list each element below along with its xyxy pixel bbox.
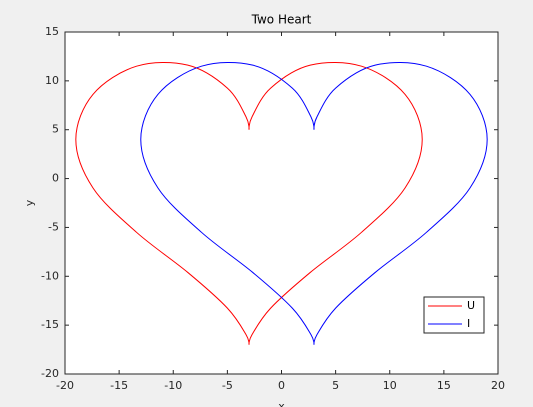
x-tick-label: 20	[491, 379, 505, 392]
x-axis-label: x	[278, 400, 285, 407]
y-tick-label: -10	[41, 269, 59, 282]
legend-label: I	[467, 317, 470, 330]
chart-title: Two Heart	[251, 13, 312, 27]
y-tick-label: 0	[52, 172, 59, 185]
axes-box	[64, 31, 499, 375]
x-tick-label: 0	[278, 379, 285, 392]
y-axis-label: y	[23, 199, 36, 206]
y-tick-label: 10	[45, 74, 59, 87]
y-tick-label: -20	[41, 367, 59, 380]
x-tick-label: -10	[164, 379, 182, 392]
legend-label: U	[467, 299, 475, 312]
y-tick-label: -5	[48, 220, 59, 233]
y-tick-label: 5	[52, 123, 59, 136]
line-series	[75, 61, 423, 345]
x-tick-label: 5	[332, 379, 339, 392]
x-tick-label: 15	[437, 379, 451, 392]
line-series	[140, 61, 488, 345]
x-tick-label: -5	[222, 379, 233, 392]
y-tick-label: -15	[41, 318, 59, 331]
legend-box	[423, 296, 485, 334]
y-tick-label: 15	[45, 25, 59, 38]
x-tick-label: -20	[56, 379, 74, 392]
x-tick-label: 10	[383, 379, 397, 392]
x-tick-label: -15	[110, 379, 128, 392]
